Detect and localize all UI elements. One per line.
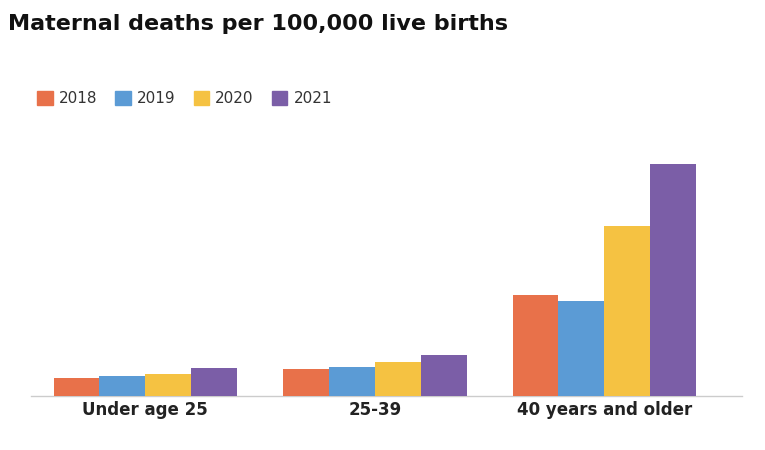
Bar [604, 226, 650, 396]
Bar [421, 355, 467, 396]
Bar [54, 378, 99, 396]
Bar [191, 368, 237, 396]
Bar [513, 296, 558, 396]
Bar [375, 362, 421, 396]
Bar [650, 164, 696, 396]
Bar [283, 369, 329, 396]
Bar [558, 301, 604, 396]
Bar [329, 367, 375, 396]
Bar [99, 376, 145, 396]
Text: Maternal deaths per 100,000 live births: Maternal deaths per 100,000 live births [8, 14, 508, 33]
Legend: 2018, 2019, 2020, 2021: 2018, 2019, 2020, 2021 [31, 85, 338, 112]
Bar [145, 374, 191, 396]
